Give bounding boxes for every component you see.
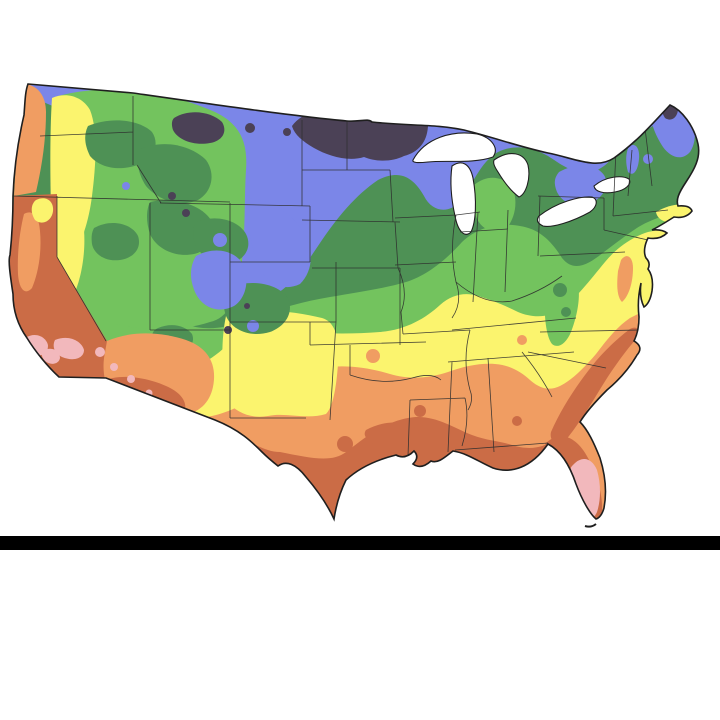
separator-bar: [0, 536, 720, 550]
lake-ontario: [593, 176, 631, 194]
state-borders: [12, 96, 669, 457]
zones-legend: ZONES: 3 4 5 6 7 8 9: [0, 555, 720, 665]
us-outline: [8, 83, 700, 522]
zone-8-east-patches: [366, 256, 633, 363]
zone-7-west-patches: [31, 95, 693, 417]
florida-keys: [584, 523, 597, 528]
lake-huron: [493, 153, 530, 198]
lake-superior: [412, 132, 496, 164]
zone-4-mountain-patches: [122, 182, 311, 332]
zone-5-west-patches: [85, 120, 571, 354]
zone-10-patches: [23, 335, 600, 518]
lake-michigan: [450, 162, 476, 235]
zone-4-northeast-patches: [554, 103, 695, 206]
great-lakes: [412, 132, 631, 235]
